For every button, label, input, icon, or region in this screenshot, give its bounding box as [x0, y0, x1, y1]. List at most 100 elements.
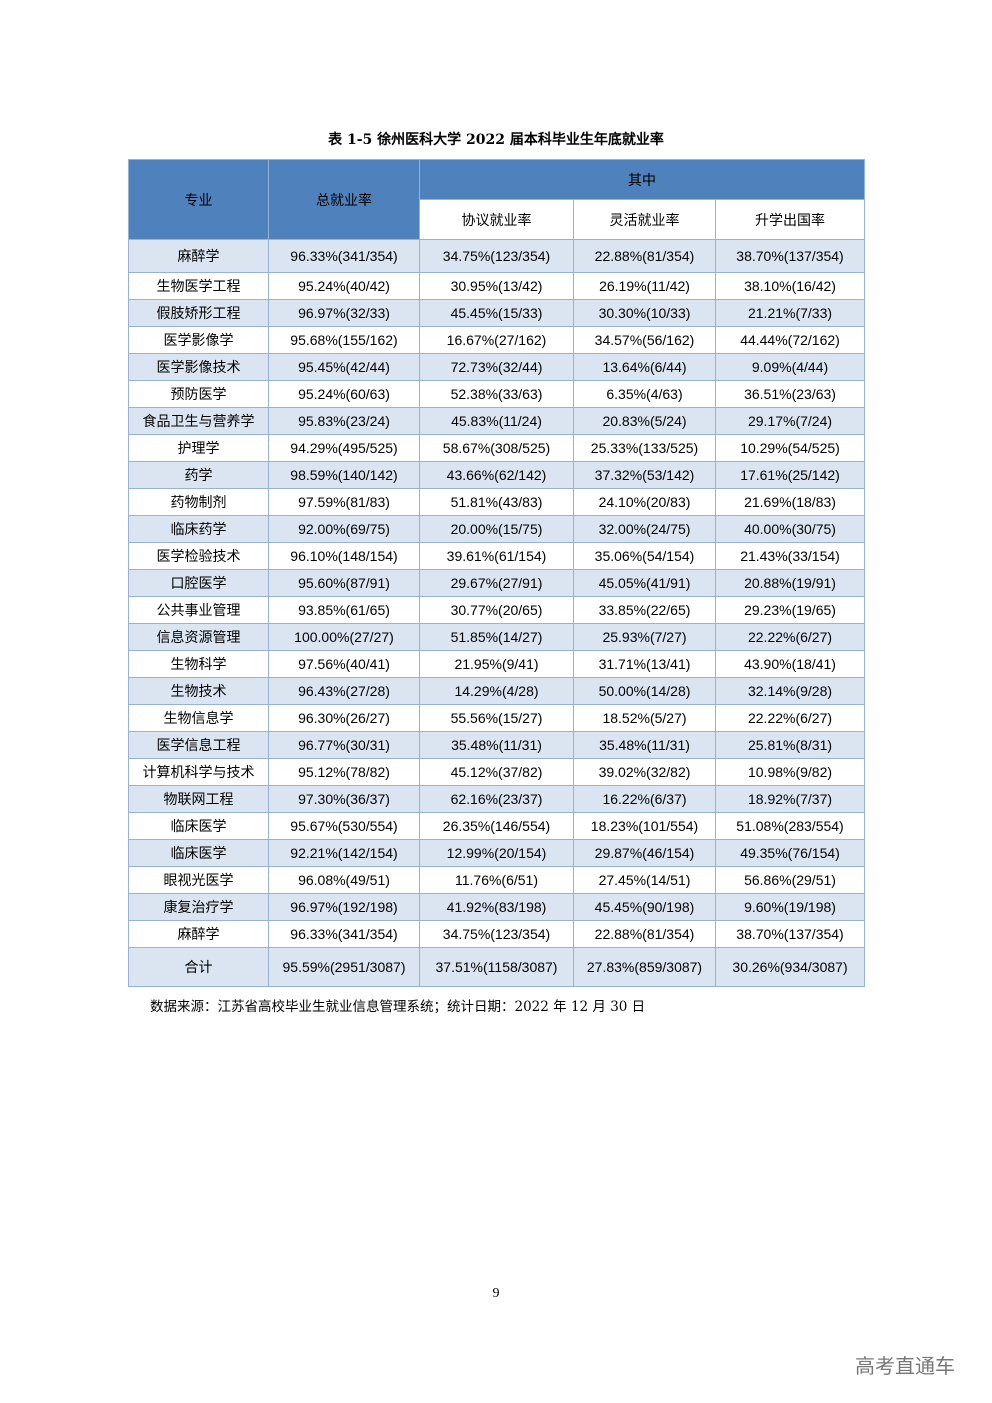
cell-major: 食品卫生与营养学: [128, 407, 269, 435]
cell-agreement-rate: 20.00%(15/75): [419, 515, 574, 543]
cell-further-study-rate: 10.29%(54/525): [714, 434, 866, 462]
cell-major: 麻醉学: [128, 920, 269, 948]
cell-major: 麻醉学: [128, 239, 269, 273]
cell-total-rate: 95.24%(60/63): [268, 380, 420, 408]
table-row: 麻醉学 96.33%(341/354) 34.75%(123/354) 22.88%(…: [128, 239, 866, 273]
cell-flexible-rate: 35.48%(11/31): [573, 731, 716, 759]
cell-total-rate: 96.43%(27/28): [268, 677, 420, 705]
cell-major: 假肢矫形工程: [128, 299, 269, 327]
cell-flexible-rate: 50.00%(14/28): [573, 677, 716, 705]
cell-further-study-rate: 38.70%(137/354): [714, 239, 866, 273]
total-major: 合计: [128, 947, 269, 987]
cell-major: 口腔医学: [128, 569, 269, 597]
cell-total-rate: 96.97%(192/198): [268, 893, 420, 921]
table-title: 表 1-5 徐州医科大学 2022 届本科毕业生年底就业率: [328, 132, 664, 148]
total-agreement-rate: 37.51%(1158/3087): [419, 947, 574, 987]
total-row: 合计 95.59%(2951/3087) 37.51%(1158/3087) 27.8…: [128, 947, 866, 987]
cell-flexible-rate: 18.52%(5/27): [573, 704, 716, 732]
cell-further-study-rate: 49.35%(76/154): [714, 839, 866, 867]
cell-agreement-rate: 34.75%(123/354): [419, 239, 574, 273]
cell-agreement-rate: 62.16%(23/37): [419, 785, 574, 813]
cell-flexible-rate: 22.88%(81/354): [573, 920, 716, 948]
cell-flexible-rate: 30.30%(10/33): [573, 299, 716, 327]
cell-further-study-rate: 9.09%(4/44): [714, 353, 866, 381]
table-row: 医学检验技术 96.10%(148/154) 39.61%(61/154) 35.06…: [128, 542, 866, 570]
table-row: 信息资源管理 100.00%(27/27) 51.85%(14/27) 25.93%(…: [128, 623, 866, 651]
cell-agreement-rate: 26.35%(146/554): [419, 812, 574, 840]
cell-major: 生物信息学: [128, 704, 269, 732]
cell-agreement-rate: 45.83%(11/24): [419, 407, 574, 435]
cell-further-study-rate: 21.69%(18/83): [714, 488, 866, 516]
cell-total-rate: 97.59%(81/83): [268, 488, 420, 516]
cell-further-study-rate: 21.43%(33/154): [714, 542, 866, 570]
table-row: 眼视光医学 96.08%(49/51) 11.76%(6/51) 27.45%(14/…: [128, 866, 866, 894]
table-row: 医学影像技术 95.45%(42/44) 72.73%(32/44) 13.64%(6…: [128, 353, 866, 381]
table-row: 预防医学 95.24%(60/63) 52.38%(33/63) 6.35%(4/63…: [128, 380, 866, 408]
table-row: 物联网工程 97.30%(36/37) 62.16%(23/37) 16.22%(6/…: [128, 785, 866, 813]
cell-total-rate: 92.00%(69/75): [268, 515, 420, 543]
table-row: 食品卫生与营养学 95.83%(23/24) 45.83%(11/24) 20.83%…: [128, 407, 866, 435]
cell-agreement-rate: 21.95%(9/41): [419, 650, 574, 678]
cell-further-study-rate: 40.00%(30/75): [714, 515, 866, 543]
cell-major: 物联网工程: [128, 785, 269, 813]
cell-further-study-rate: 38.10%(16/42): [714, 272, 866, 300]
cell-major: 康复治疗学: [128, 893, 269, 921]
table-row: 生物技术 96.43%(27/28) 14.29%(4/28) 50.00%(14/2…: [128, 677, 866, 705]
header-further-study-rate: 升学出国率: [714, 199, 866, 240]
cell-agreement-rate: 30.77%(20/65): [419, 596, 574, 624]
cell-total-rate: 95.83%(23/24): [268, 407, 420, 435]
cell-total-rate: 95.24%(40/42): [268, 272, 420, 300]
table-row: 计算机科学与技术 95.12%(78/82) 45.12%(37/82) 39.02%…: [128, 758, 866, 786]
cell-flexible-rate: 45.45%(90/198): [573, 893, 716, 921]
header-of-which: 其中: [418, 159, 866, 200]
cell-major: 临床药学: [128, 515, 269, 543]
header-flexible-rate: 灵活就业率: [573, 199, 716, 240]
table-row: 生物医学工程 95.24%(40/42) 30.95%(13/42) 26.19%(1…: [128, 272, 866, 300]
cell-further-study-rate: 32.14%(9/28): [714, 677, 866, 705]
cell-major: 医学检验技术: [128, 542, 269, 570]
cell-further-study-rate: 51.08%(283/554): [714, 812, 866, 840]
cell-further-study-rate: 29.17%(7/24): [714, 407, 866, 435]
table-row: 公共事业管理 93.85%(61/65) 30.77%(20/65) 33.85%(2…: [128, 596, 866, 624]
cell-major: 生物技术: [128, 677, 269, 705]
cell-further-study-rate: 25.81%(8/31): [714, 731, 866, 759]
cell-further-study-rate: 44.44%(72/162): [714, 326, 866, 354]
cell-agreement-rate: 43.66%(62/142): [419, 461, 574, 489]
cell-flexible-rate: 33.85%(22/65): [573, 596, 716, 624]
header-agreement-rate: 协议就业率: [419, 199, 574, 240]
table-row: 口腔医学 95.60%(87/91) 29.67%(27/91) 45.05%(41/…: [128, 569, 866, 597]
cell-major: 护理学: [128, 434, 269, 462]
cell-further-study-rate: 29.23%(19/65): [714, 596, 866, 624]
cell-total-rate: 96.77%(30/31): [268, 731, 420, 759]
cell-flexible-rate: 18.23%(101/554): [573, 812, 716, 840]
table-row: 医学信息工程 96.77%(30/31) 35.48%(11/31) 35.48%(1…: [128, 731, 866, 759]
cell-major: 生物医学工程: [128, 272, 269, 300]
table-row: 药物制剂 97.59%(81/83) 51.81%(43/83) 24.10%(20/…: [128, 488, 866, 516]
cell-total-rate: 96.33%(341/354): [268, 920, 420, 948]
cell-further-study-rate: 43.90%(18/41): [714, 650, 866, 678]
cell-total-rate: 95.12%(78/82): [268, 758, 420, 786]
cell-further-study-rate: 10.98%(9/82): [714, 758, 866, 786]
cell-flexible-rate: 31.71%(13/41): [573, 650, 716, 678]
cell-total-rate: 100.00%(27/27): [268, 623, 420, 651]
cell-agreement-rate: 14.29%(4/28): [419, 677, 574, 705]
cell-agreement-rate: 35.48%(11/31): [419, 731, 574, 759]
cell-agreement-rate: 72.73%(32/44): [419, 353, 574, 381]
cell-total-rate: 98.59%(140/142): [268, 461, 420, 489]
cell-flexible-rate: 6.35%(4/63): [573, 380, 716, 408]
cell-total-rate: 96.08%(49/51): [268, 866, 420, 894]
cell-major: 医学信息工程: [128, 731, 269, 759]
cell-total-rate: 94.29%(495/525): [268, 434, 420, 462]
cell-major: 信息资源管理: [128, 623, 269, 651]
cell-major: 预防医学: [128, 380, 269, 408]
employment-rate-table: 专业 总就业率 其中 协议就业率 灵活就业率 升学出国率 麻醉学 96.33%(3…: [128, 159, 866, 987]
cell-flexible-rate: 22.88%(81/354): [573, 239, 716, 273]
cell-further-study-rate: 36.51%(23/63): [714, 380, 866, 408]
cell-flexible-rate: 16.22%(6/37): [573, 785, 716, 813]
cell-total-rate: 97.30%(36/37): [268, 785, 420, 813]
cell-flexible-rate: 26.19%(11/42): [573, 272, 716, 300]
cell-flexible-rate: 39.02%(32/82): [573, 758, 716, 786]
table-row: 临床药学 92.00%(69/75) 20.00%(15/75) 32.00%(24/…: [128, 515, 866, 543]
cell-agreement-rate: 41.92%(83/198): [419, 893, 574, 921]
cell-major: 眼视光医学: [128, 866, 269, 894]
